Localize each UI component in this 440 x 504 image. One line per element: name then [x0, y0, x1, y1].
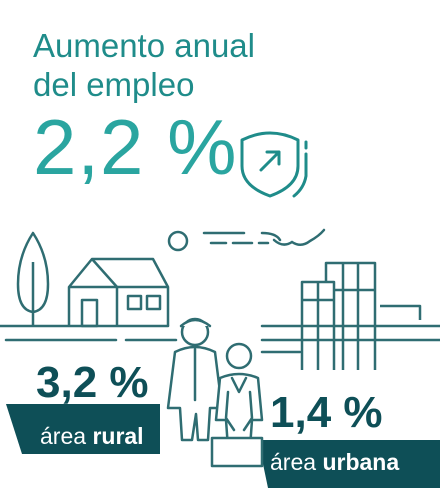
- urban-label-prefix: área: [270, 449, 317, 475]
- ground-lines: [0, 324, 440, 354]
- headline-value: 2,2 %: [33, 103, 238, 191]
- sun-icon: [167, 230, 189, 252]
- tree-icon: [16, 231, 50, 326]
- rural-label-bold: rural: [92, 423, 144, 449]
- urban-label-bold: urbana: [322, 449, 400, 475]
- city-buildings-icon: [300, 261, 422, 370]
- rural-value: 3,2 %: [36, 358, 149, 407]
- urban-value: 1,4 %: [270, 388, 383, 437]
- shield-arrow-icon: [240, 131, 308, 198]
- rural-label-prefix: área: [40, 423, 87, 449]
- people-icon: [166, 317, 264, 468]
- rural-banner: [6, 404, 160, 454]
- urban-banner: [258, 440, 440, 488]
- rural-label: área rural: [40, 422, 144, 450]
- headline-title: Aumento anual del empleo: [33, 26, 255, 104]
- urban-label: área urbana: [270, 448, 399, 476]
- headline-line-2: del empleo: [33, 66, 195, 103]
- house-icon: [67, 257, 170, 328]
- headline-line-1: Aumento anual: [33, 27, 255, 64]
- cloud-lines: [202, 228, 326, 246]
